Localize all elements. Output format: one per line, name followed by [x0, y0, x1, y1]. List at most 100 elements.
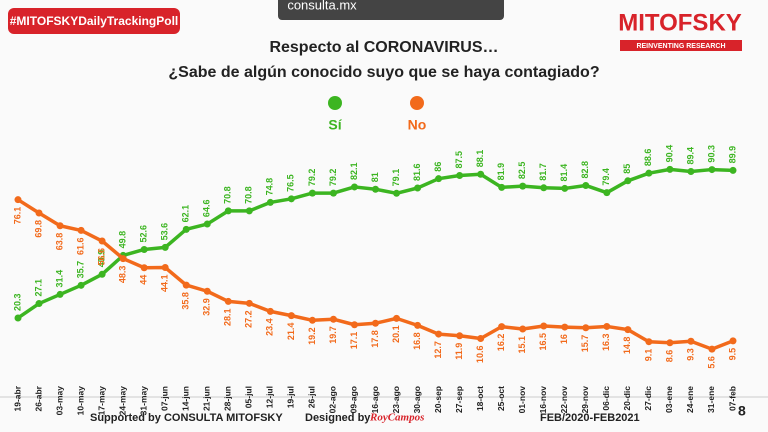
point [729, 337, 737, 345]
x-tick-label: 24-ene [685, 386, 695, 413]
point [582, 324, 590, 332]
value-label: 90.3 [706, 145, 716, 163]
x-tick-label: 22-nov [559, 386, 569, 414]
value-label: 81.7 [538, 163, 548, 181]
point [98, 270, 106, 278]
value-label: 17.1 [349, 332, 359, 350]
point [393, 314, 401, 322]
value-label: 64.6 [202, 200, 212, 218]
point [519, 182, 527, 190]
point [224, 297, 232, 305]
point [414, 321, 422, 329]
value-label: 35.8 [181, 292, 191, 310]
point [666, 339, 674, 347]
point [56, 222, 64, 230]
point [245, 207, 253, 215]
value-label: 88.6 [643, 149, 653, 167]
value-label: 23.4 [265, 318, 275, 336]
point [687, 337, 695, 345]
value-label: 48.3 [118, 266, 128, 284]
x-tick-label: 24-may [117, 386, 127, 416]
point [666, 165, 674, 173]
legend-label: Sí [328, 117, 342, 133]
legend-marker [410, 96, 424, 110]
footer-designed: Designed by [305, 412, 371, 424]
value-label: 11.9 [454, 343, 464, 360]
x-tick-label: 07-jun [159, 386, 169, 411]
point [266, 307, 274, 315]
point [245, 299, 253, 307]
value-label: 81.6 [412, 163, 422, 181]
value-label: 16.3 [601, 333, 611, 351]
site: consulta.mx [287, 0, 357, 12]
value-label: 81.4 [559, 164, 569, 182]
x-tick-label: 02-ago [328, 386, 338, 413]
point [624, 177, 632, 185]
value-label: 79.1 [391, 169, 401, 187]
value-label: 16.5 [538, 333, 548, 351]
point [435, 175, 443, 183]
point [603, 322, 611, 330]
tagline-bar [620, 40, 742, 51]
value-label: 16.2 [496, 334, 506, 352]
value-label: 35.7 [75, 261, 85, 279]
x-tick-label: 06-dic [601, 386, 611, 411]
x-tick-label: 25-oct [496, 386, 506, 411]
value-label: 27.1 [33, 279, 43, 297]
point [687, 167, 695, 175]
point [561, 323, 569, 331]
value-label: 52.6 [139, 225, 149, 243]
brand: MITOFSKY [618, 9, 742, 36]
point [308, 189, 316, 197]
point [477, 170, 485, 178]
x-tick-label: 26-jul [307, 386, 317, 408]
point [708, 345, 716, 353]
point [182, 281, 190, 289]
value-label: 15.1 [517, 336, 527, 354]
value-label: 86 [433, 162, 443, 172]
x-tick-label: 14-jun [180, 386, 190, 411]
chart-title: Respecto al CORONAVIRUS… [269, 39, 498, 56]
value-label: 9.1 [643, 349, 653, 362]
x-tick-label: 10-may [75, 386, 85, 416]
value-label: 79.2 [328, 169, 338, 187]
x-tick-label: 27-dic [643, 386, 653, 411]
value-label: 28.1 [223, 308, 233, 326]
value-label: 17.8 [370, 330, 380, 348]
point [519, 325, 527, 333]
value-label: 15.7 [580, 335, 590, 353]
value-label: 19.7 [328, 326, 338, 344]
hashtag-badge [8, 8, 180, 34]
point [435, 330, 443, 338]
value-label: 61.6 [75, 237, 85, 255]
value-label: 8.6 [664, 350, 674, 363]
footer-designer: RoyCampos [369, 412, 424, 424]
x-tick-label: 29-nov [580, 386, 590, 414]
value-label: 27.2 [244, 310, 254, 328]
point [540, 184, 548, 192]
point [540, 322, 548, 330]
point [498, 323, 506, 331]
point [603, 189, 611, 197]
value-label: 87.5 [454, 151, 464, 169]
x-tick-label: 03-may [54, 386, 64, 416]
x-tick-label: 09-ago [349, 386, 359, 413]
value-label: 20.3 [12, 293, 22, 311]
point [414, 184, 422, 192]
point [329, 315, 337, 323]
value-label: 81.9 [496, 163, 506, 181]
x-tick-label: 20-sep [433, 386, 443, 413]
point [372, 319, 379, 327]
x-tick-label: 05-jul [244, 386, 254, 408]
value-label: 88.1 [475, 150, 485, 168]
point [456, 332, 464, 340]
point [582, 181, 590, 189]
point [77, 226, 85, 234]
tagline: REINVENTING RESEARCH [636, 43, 725, 50]
point [77, 281, 85, 289]
point [561, 184, 569, 192]
point [56, 290, 64, 298]
point [456, 172, 464, 179]
